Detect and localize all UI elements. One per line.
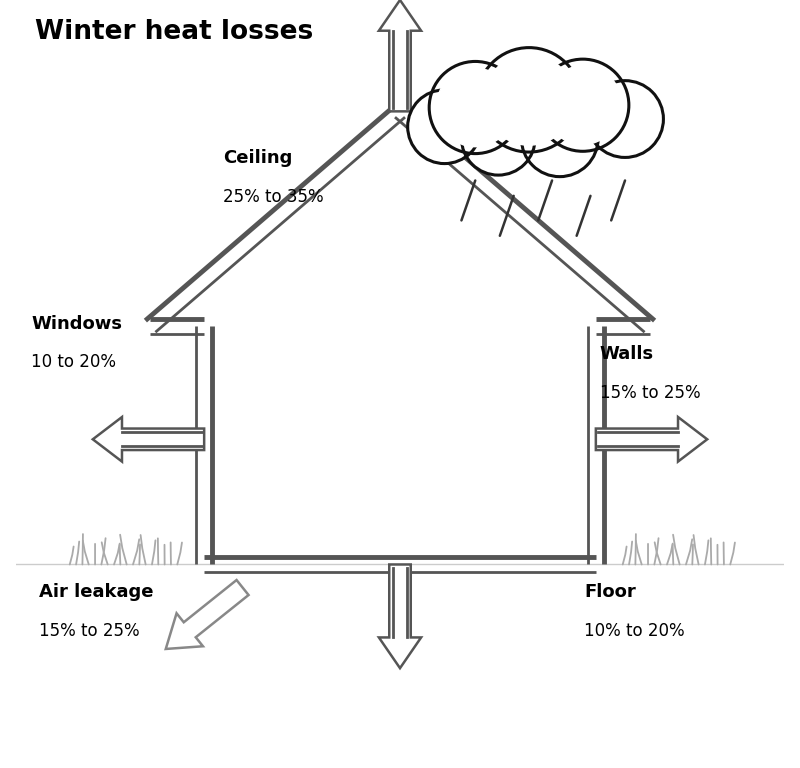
Text: Floor: Floor xyxy=(584,584,636,601)
Polygon shape xyxy=(93,417,204,462)
Polygon shape xyxy=(379,564,421,668)
Polygon shape xyxy=(166,580,249,649)
Polygon shape xyxy=(596,417,707,462)
Polygon shape xyxy=(379,0,421,111)
Text: Ceiling: Ceiling xyxy=(223,150,293,167)
Circle shape xyxy=(477,48,582,152)
Circle shape xyxy=(544,66,622,144)
Text: Walls: Walls xyxy=(600,346,654,363)
Text: Windows: Windows xyxy=(31,315,122,333)
Text: 15% to 25%: 15% to 25% xyxy=(600,384,700,402)
Circle shape xyxy=(408,90,482,164)
Circle shape xyxy=(586,81,663,157)
Text: 10% to 20%: 10% to 20% xyxy=(584,622,685,640)
Circle shape xyxy=(462,101,535,175)
Circle shape xyxy=(484,55,574,145)
Text: Air leakage: Air leakage xyxy=(39,584,154,601)
Text: 25% to 35%: 25% to 35% xyxy=(223,188,324,206)
Text: 10 to 20%: 10 to 20% xyxy=(31,353,116,371)
Circle shape xyxy=(436,68,514,147)
Circle shape xyxy=(429,61,522,154)
Circle shape xyxy=(537,59,629,151)
Circle shape xyxy=(522,100,598,177)
Text: 15% to 25%: 15% to 25% xyxy=(39,622,140,640)
Text: Winter heat losses: Winter heat losses xyxy=(35,19,314,45)
